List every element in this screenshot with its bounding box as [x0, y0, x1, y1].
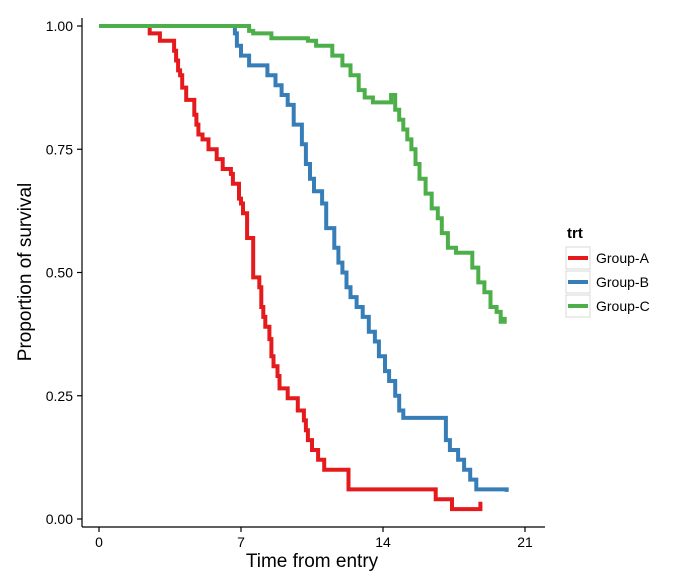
- y-tick-label: 0.25: [46, 388, 73, 404]
- series-line-group-c: [99, 24, 507, 324]
- series-layer: [99, 24, 509, 512]
- x-tick-label: 0: [95, 534, 103, 550]
- legend-title: trt: [567, 225, 583, 242]
- y-tick-label: 0.00: [46, 511, 73, 527]
- legend-items: Group-A Group-B Group-C: [565, 246, 650, 318]
- plot-area: 0 7 14 21 0.00 0.25 0.50 0.75 1.00: [46, 18, 545, 550]
- series-line-group-a: [99, 24, 483, 512]
- legend: trt Group-A Group-B Group-C: [565, 225, 650, 318]
- x-axis-ticks: 0 7 14 21: [95, 527, 533, 550]
- x-tick-label: 7: [237, 534, 245, 550]
- y-tick-label: 0.75: [46, 141, 73, 157]
- legend-label: Group-C: [596, 298, 650, 314]
- legend-label: Group-B: [596, 274, 649, 290]
- y-tick-label: 0.50: [46, 265, 73, 281]
- series-line-group-b: [99, 24, 509, 492]
- y-axis-ticks: 0.00 0.25 0.50 0.75 1.00: [46, 18, 82, 527]
- legend-label: Group-A: [596, 250, 650, 266]
- x-axis-title: Time from entry: [246, 551, 379, 572]
- x-tick-label: 14: [375, 534, 391, 550]
- y-tick-label: 1.00: [46, 18, 73, 34]
- x-tick-label: 21: [517, 534, 533, 550]
- y-axis-title: Proportion of survival: [15, 183, 36, 361]
